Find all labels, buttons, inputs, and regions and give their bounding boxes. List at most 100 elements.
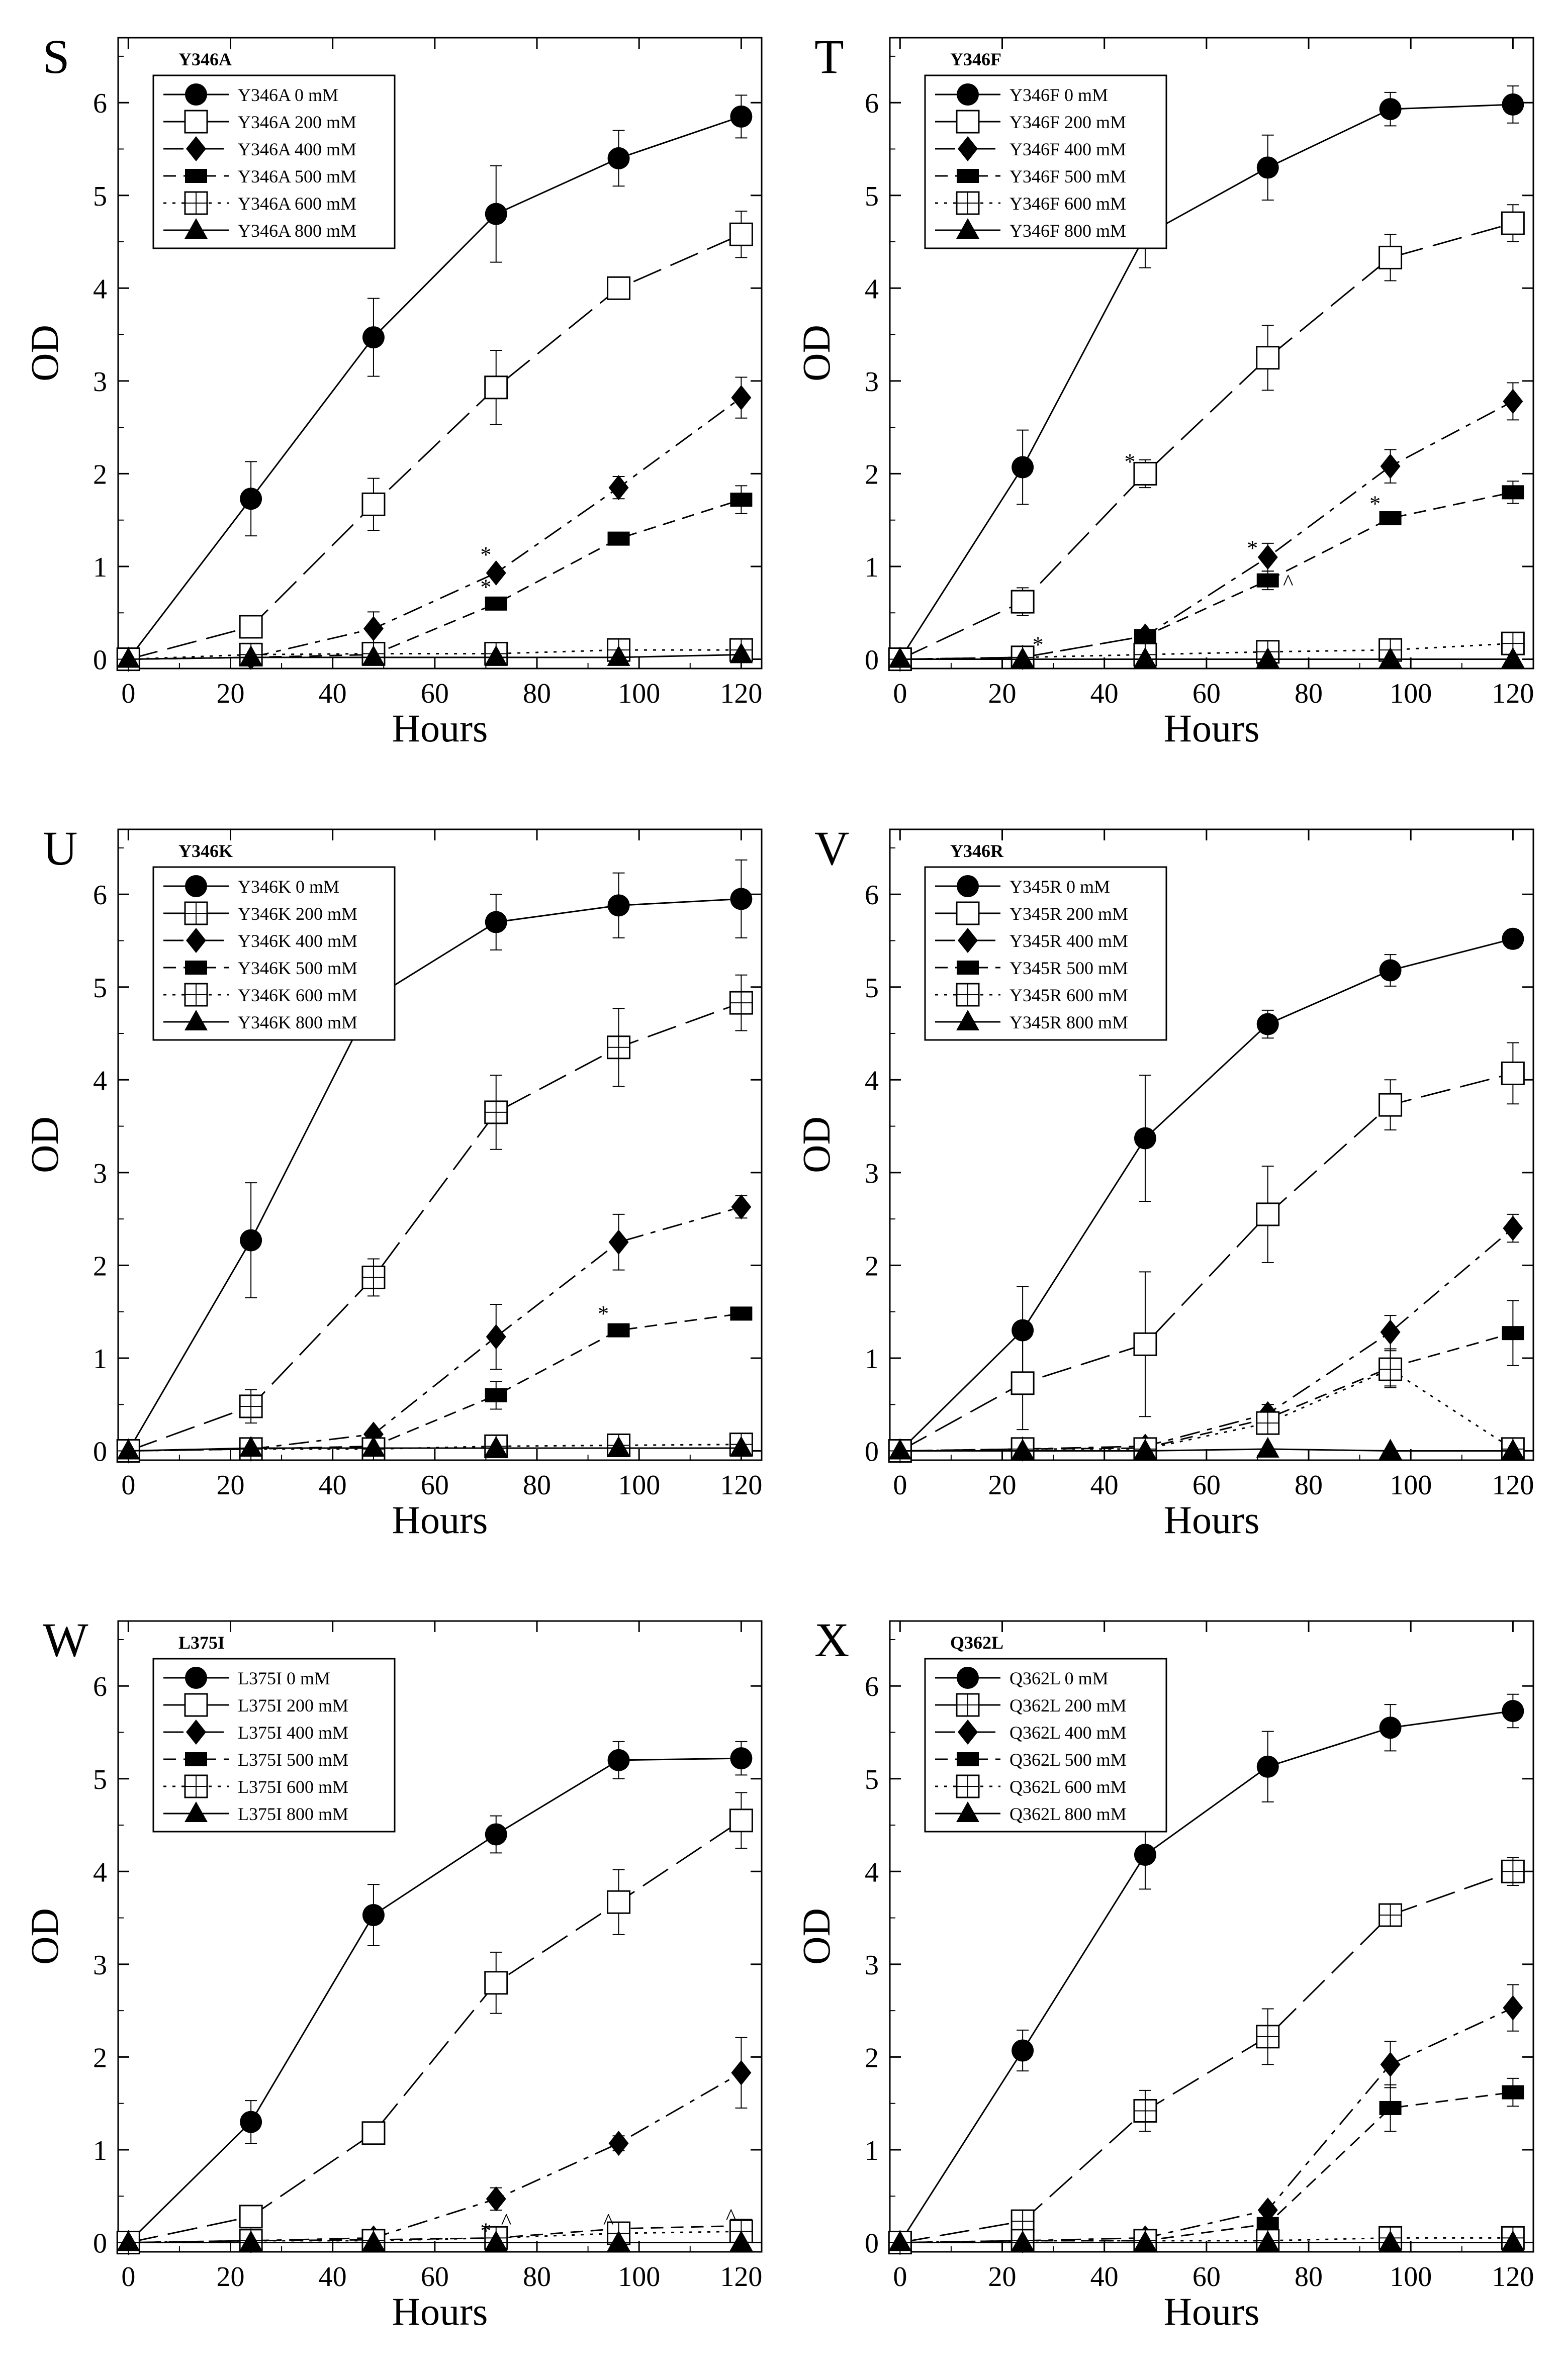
plot-frame [117, 828, 763, 1461]
data-point [486, 2186, 506, 2212]
y-tick-label: 0 [865, 645, 879, 676]
legend-marker [956, 1010, 979, 1030]
data-point [117, 2230, 140, 2251]
series-line [128, 2230, 742, 2244]
x-tick-label: 120 [1492, 1470, 1534, 1501]
legend-entry: Y346F 200 mM [935, 110, 1126, 134]
data-point [239, 2230, 263, 2251]
x-tick-label: 40 [319, 678, 347, 709]
data-point [1256, 346, 1280, 370]
y-tick-label: 0 [93, 645, 107, 676]
series-4 [117, 1306, 753, 1458]
data-point [1379, 511, 1402, 526]
series-line [128, 1444, 742, 1452]
series-4 [117, 485, 753, 667]
series-6 [888, 647, 1525, 668]
legend-marker [956, 1774, 980, 1798]
legend-entry: Y345R 200 mM [935, 901, 1128, 925]
series-line [900, 2237, 1513, 2244]
panel-letter: V [814, 821, 849, 875]
x-tick-label: 40 [1090, 678, 1119, 709]
data-point [607, 276, 631, 300]
legend-marker [184, 110, 208, 134]
series-3 [890, 1984, 1523, 2255]
x-tick-label: 120 [720, 678, 762, 709]
y-tick-label: 6 [93, 1671, 107, 1702]
legend-label: Y346F 400 mM [1009, 139, 1126, 159]
legend-entry: Q362L 400 mM [935, 1720, 1127, 1745]
data-point [1256, 1202, 1280, 1226]
data-point [607, 147, 630, 169]
series-6 [117, 642, 753, 668]
legend-label: L375I 400 mM [238, 1723, 348, 1743]
data-point [1011, 1439, 1035, 1460]
y-tick-label: 3 [865, 1158, 879, 1189]
panel-letter: W [43, 1613, 88, 1667]
data-point [1257, 544, 1278, 570]
data-point [607, 645, 630, 666]
legend-label: Y345R 200 mM [1009, 904, 1128, 924]
data-point [1012, 1319, 1034, 1342]
legend-label: L375I 600 mM [238, 1777, 348, 1797]
data-point [485, 596, 507, 611]
data-point [729, 642, 753, 663]
legend-label: Q362L 200 mM [1009, 1695, 1127, 1716]
data-point [888, 2230, 912, 2251]
data-point [1011, 647, 1035, 668]
series-line [900, 2091, 1513, 2244]
y-tick-label: 3 [93, 366, 107, 398]
legend-marker [958, 136, 978, 161]
series-6 [888, 1437, 1525, 1460]
data-point [1256, 1013, 1279, 1035]
plot-frame [889, 828, 1534, 1461]
series-line [128, 1820, 742, 2244]
legend-label: Y346A 0 mM [238, 85, 338, 105]
panel-letter: T [814, 30, 844, 83]
y-tick-label: 2 [865, 459, 879, 490]
x-tick-label: 20 [988, 678, 1016, 709]
plot-frame [889, 37, 1534, 670]
plot-frame [117, 37, 763, 670]
data-point [1379, 98, 1402, 121]
chart-panel-s: 0 20 40 60 80 100 120 0 1 2 3 4 5 6 Hours OD S Y346A * * Y34… [23, 30, 763, 750]
data-point [1501, 1061, 1525, 1085]
data-point [608, 2131, 629, 2156]
data-point [730, 1747, 753, 1770]
legend-label: Q362L 400 mM [1009, 1723, 1127, 1743]
data-point [607, 1749, 630, 1771]
x-axis-label: Hours [392, 2290, 488, 2333]
data-point [486, 560, 506, 586]
legend-label: L375I 500 mM [238, 1750, 348, 1770]
legend-label: Y346F 800 mM [1009, 221, 1126, 241]
legend-entry: Q362L 500 mM [935, 1750, 1127, 1770]
data-point [117, 647, 140, 668]
data-point [486, 1324, 506, 1350]
legend-label: Y345R 800 mM [1009, 1012, 1128, 1032]
data-point [1501, 1439, 1525, 1460]
data-point [1134, 1127, 1156, 1150]
data-point [608, 1229, 629, 1255]
y-tick-label: 1 [865, 2135, 879, 2166]
y-tick-label: 2 [93, 2042, 107, 2073]
x-tick-label: 100 [1390, 678, 1432, 709]
data-point [485, 911, 507, 933]
y-tick-label: 1 [93, 1344, 107, 1375]
x-tick-label: 60 [1192, 2261, 1221, 2293]
x-tick-label: 100 [618, 2261, 660, 2293]
series-line [899, 104, 1513, 660]
y-tick-label: 6 [93, 880, 107, 911]
panel-title: Y346A [178, 49, 232, 69]
data-point [1257, 2197, 1278, 2223]
legend-marker [957, 875, 979, 897]
data-point [1502, 93, 1524, 116]
series-4 [889, 481, 1524, 667]
series-line [899, 938, 1513, 1452]
legend-entry: Y346A 200 mM [163, 110, 356, 134]
series-line [128, 233, 742, 660]
data-point [239, 1394, 263, 1418]
series-2 [116, 974, 753, 1463]
data-point [608, 475, 629, 501]
x-tick-label: 0 [121, 1470, 135, 1501]
y-axis-label: OD [794, 1116, 838, 1173]
